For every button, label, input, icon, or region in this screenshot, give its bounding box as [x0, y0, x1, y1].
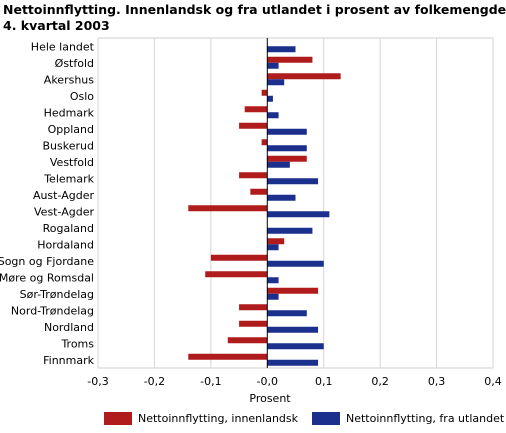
- x-tick-label-7: 0,4: [484, 375, 502, 388]
- bar-utlandet-8: [267, 178, 319, 185]
- gridlines: [97, 38, 494, 368]
- x-tick-label-5: 0,2: [371, 375, 389, 388]
- legend-label-innenlandsk: Nettoinnflytting, innenlandsk: [138, 412, 299, 425]
- category-label-3: Oslo: [70, 90, 94, 103]
- category-label-4: Hedmark: [44, 106, 95, 119]
- bar-utlandet-16: [267, 310, 307, 317]
- legend-swatch-utlandet: [312, 412, 340, 425]
- bar-utlandet-0: [267, 46, 296, 53]
- category-label-7: Vestfold: [50, 156, 94, 169]
- x-tick-label-2: -0,1: [200, 375, 221, 388]
- bar-innenlandsk-5: [239, 122, 268, 129]
- category-labels: Hele landet Østfold Akershus Oslo Hedmark Opp…: [0, 40, 95, 367]
- plot-area: [97, 37, 494, 369]
- bar-innenlandsk-10: [188, 205, 268, 212]
- bar-utlandet-6: [267, 145, 307, 152]
- bar-utlandet-19: [267, 359, 319, 366]
- bars: [188, 46, 341, 366]
- bar-innenlandsk-19: [188, 353, 268, 360]
- bar-utlandet-2: [267, 79, 285, 86]
- bar-innenlandsk-16: [239, 304, 268, 311]
- bar-innenlandsk-3: [261, 89, 268, 96]
- bar-innenlandsk-8: [239, 172, 268, 179]
- bar-innenlandsk-4: [244, 106, 268, 113]
- bar-utlandet-11: [267, 227, 313, 234]
- x-axis-title: Prosent: [249, 392, 291, 405]
- bar-innenlandsk-12: [267, 238, 285, 245]
- category-label-5: Oppland: [48, 123, 94, 136]
- bar-utlandet-12: [267, 244, 279, 251]
- category-label-11: Rogaland: [43, 222, 94, 235]
- legend-swatch-innenlandsk: [104, 412, 132, 425]
- category-label-0: Hele landet: [31, 40, 95, 53]
- chart-title-line-2: 4. kvartal 2003: [3, 18, 110, 33]
- bar-innenlandsk-9: [250, 188, 268, 195]
- x-tick-label-1: -0,2: [144, 375, 165, 388]
- bar-utlandet-3: [267, 95, 273, 102]
- category-label-16: Nord-Trøndelag: [11, 304, 94, 317]
- legend-label-utlandet: Nettoinnflytting, fra utlandet: [346, 412, 505, 425]
- category-label-1: Østfold: [55, 57, 94, 70]
- x-tick-label-0: -0,3: [87, 375, 108, 388]
- category-label-9: Aust-Agder: [33, 189, 95, 202]
- bar-utlandet-9: [267, 194, 296, 201]
- category-label-15: Sør-Trøndelag: [20, 288, 94, 301]
- bar-utlandet-17: [267, 326, 319, 333]
- chart-title-line-1: Nettoinnflytting. Innenlandsk og fra utl…: [3, 2, 506, 17]
- category-label-10: Vest-Agder: [34, 205, 94, 218]
- category-label-13: Sogn og Fjordane: [0, 255, 94, 268]
- bar-utlandet-15: [267, 293, 279, 300]
- category-label-2: Akershus: [44, 73, 94, 86]
- bar-innenlandsk-7: [267, 155, 307, 162]
- bar-innenlandsk-6: [261, 139, 268, 146]
- bar-utlandet-4: [267, 112, 279, 119]
- category-label-6: Buskerud: [43, 139, 94, 152]
- x-tick-labels: -0,3 -0,2 -0,1 -0,0 0,1 0,2 0,3 0,4: [87, 375, 501, 388]
- bar-innenlandsk-13: [210, 254, 268, 261]
- bar-innenlandsk-18: [227, 337, 268, 344]
- x-tick-label-3: -0,0: [257, 375, 278, 388]
- bar-innenlandsk-1: [267, 56, 313, 63]
- bar-utlandet-10: [267, 211, 330, 218]
- x-tick-label-4: 0,1: [315, 375, 333, 388]
- chart-title: Nettoinnflytting. Innenlandsk og fra utl…: [3, 2, 506, 34]
- bar-innenlandsk-14: [205, 271, 268, 278]
- bar-innenlandsk-17: [239, 320, 268, 327]
- category-label-18: Troms: [60, 337, 94, 350]
- category-label-14: Møre og Romsdal: [0, 271, 94, 284]
- bar-utlandet-1: [267, 62, 279, 69]
- category-label-12: Hordaland: [37, 238, 94, 251]
- category-label-8: Telemark: [43, 172, 94, 185]
- bar-utlandet-18: [267, 343, 324, 350]
- x-tick-label-6: 0,3: [428, 375, 446, 388]
- category-label-19: Finnmark: [43, 354, 95, 367]
- bar-utlandet-7: [267, 161, 290, 168]
- bar-innenlandsk-15: [267, 287, 319, 294]
- bar-utlandet-13: [267, 260, 324, 267]
- bar-utlandet-14: [267, 277, 279, 284]
- category-label-17: Nordland: [44, 321, 94, 334]
- bar-innenlandsk-2: [267, 73, 341, 80]
- legend: Nettoinnflytting, innenlandsk Nettoinnfl…: [104, 412, 505, 425]
- bar-utlandet-5: [267, 128, 307, 135]
